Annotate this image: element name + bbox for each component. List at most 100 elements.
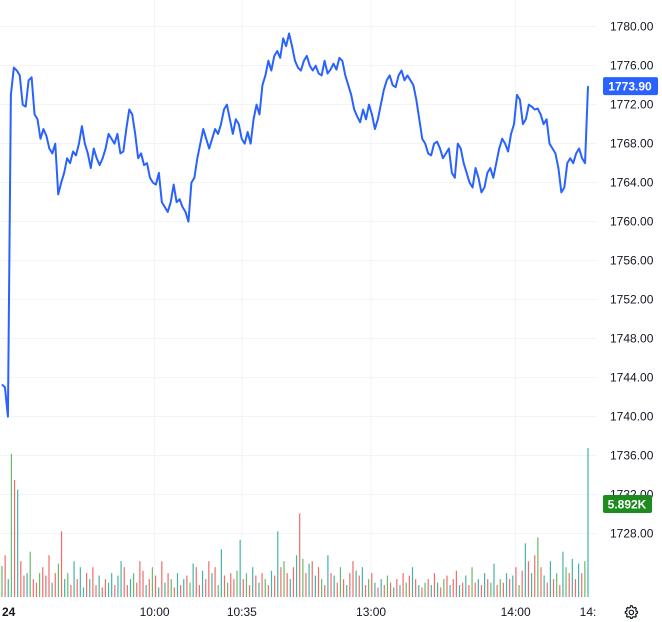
- volume-bar: [502, 582, 504, 597]
- volume-bar: [280, 567, 282, 597]
- y-tick-label: 1760.00: [610, 215, 654, 229]
- volume-bar: [142, 570, 144, 597]
- volume-bar: [180, 585, 182, 597]
- volume-bar: [411, 567, 414, 597]
- volume-bar: [154, 575, 157, 597]
- volume-bar: [480, 585, 483, 597]
- volume-bar: [342, 579, 345, 597]
- volume-bar: [433, 573, 436, 597]
- volume-bar: [449, 585, 451, 597]
- y-tick-label: 1748.00: [610, 332, 654, 346]
- volume-bar: [521, 570, 523, 597]
- volume-bar: [358, 575, 360, 597]
- volume-bar: [208, 561, 210, 597]
- volume-bar: [458, 585, 461, 597]
- volume-bar: [418, 585, 420, 597]
- volume-bar: [339, 567, 342, 597]
- gear-icon: [624, 604, 639, 619]
- volume-bar: [101, 587, 103, 597]
- volume-bar: [10, 453, 13, 597]
- settings-button[interactable]: [620, 602, 642, 622]
- volume-bar: [305, 573, 307, 597]
- volume-bar: [167, 573, 169, 597]
- volume-bar: [565, 567, 567, 597]
- volume-bar: [462, 582, 464, 597]
- volume-bar: [195, 567, 197, 597]
- price-line: [1, 32, 589, 418]
- volume-bar: [374, 582, 376, 597]
- volume-bar: [346, 585, 348, 597]
- volume-bar: [214, 567, 216, 597]
- x-tick-label: 24: [2, 605, 16, 619]
- volume-bar: [393, 587, 395, 597]
- volume-bar: [104, 579, 107, 597]
- volume-bar: [13, 480, 16, 597]
- volume-bar: [54, 573, 56, 597]
- volume-bar: [114, 585, 116, 597]
- volume-bar: [117, 575, 119, 597]
- volume-bar: [223, 575, 226, 597]
- volume-bar: [126, 585, 128, 597]
- x-tick-label: 13:00: [356, 605, 386, 619]
- volume-bar: [377, 587, 379, 597]
- y-tick-label: 1768.00: [610, 137, 654, 151]
- volume-bar: [170, 579, 172, 597]
- volume-bar: [120, 561, 122, 597]
- volume-bar: [20, 561, 22, 597]
- volume-bar: [164, 582, 166, 597]
- volume-bar: [230, 573, 232, 597]
- volume-bar: [64, 579, 66, 597]
- volume-bar: [158, 587, 160, 597]
- volume-bar: [7, 579, 9, 597]
- volume-label: 5.892K: [608, 498, 647, 512]
- volume-bar: [107, 582, 110, 597]
- volume-bar: [92, 567, 94, 597]
- volume-bar: [183, 579, 185, 597]
- volume-bar: [192, 563, 194, 597]
- volume-bar: [295, 555, 298, 597]
- volume-bar: [136, 582, 138, 597]
- volume-bar: [314, 575, 316, 597]
- volume-bar: [60, 531, 63, 597]
- volume-bar: [292, 567, 295, 597]
- volume-bar: [321, 579, 323, 597]
- volume-bar: [39, 573, 41, 597]
- volume-bar: [436, 582, 439, 597]
- y-tick-label: 1752.00: [610, 293, 654, 307]
- volume-bar: [468, 585, 470, 597]
- volume-bar: [505, 573, 508, 597]
- volume-bar: [574, 579, 577, 597]
- volume-bar: [386, 575, 389, 597]
- volume-bar: [258, 582, 260, 597]
- volume-bar: [581, 573, 583, 597]
- volume-bar: [549, 561, 551, 597]
- volume-bar: [302, 558, 304, 597]
- volume-bar: [1, 565, 3, 597]
- volume-bar: [89, 579, 91, 597]
- volume-bar: [402, 573, 404, 597]
- volume-bar: [4, 555, 6, 597]
- volume-bar: [283, 561, 285, 597]
- volume-bar: [29, 551, 31, 597]
- volume-bar: [211, 573, 213, 597]
- volume-bar: [584, 561, 586, 597]
- price-axis[interactable]: 1780.00 1776.00 1772.00 1768.00 1764.00 1760.…: [610, 20, 654, 541]
- volume-bar: [98, 575, 100, 597]
- volume-bar: [443, 579, 445, 597]
- volume-bar: [509, 579, 511, 597]
- volume-bar: [361, 567, 363, 597]
- volume-bar: [327, 555, 329, 597]
- volume-bar: [289, 579, 291, 597]
- volume-bar: [440, 587, 442, 597]
- volume-bar: [415, 579, 417, 597]
- volume-bar: [465, 575, 467, 597]
- volume-bar: [471, 567, 473, 597]
- volume-bar: [556, 573, 558, 597]
- volume-bar: [186, 575, 188, 597]
- y-tick-label: 1780.00: [610, 20, 654, 34]
- time-axis[interactable]: 24 10:00 10:35 13:00 14:00 14:: [2, 605, 596, 619]
- volume-bar: [477, 579, 479, 597]
- volume-bar: [587, 447, 589, 597]
- volume-bar: [205, 579, 207, 597]
